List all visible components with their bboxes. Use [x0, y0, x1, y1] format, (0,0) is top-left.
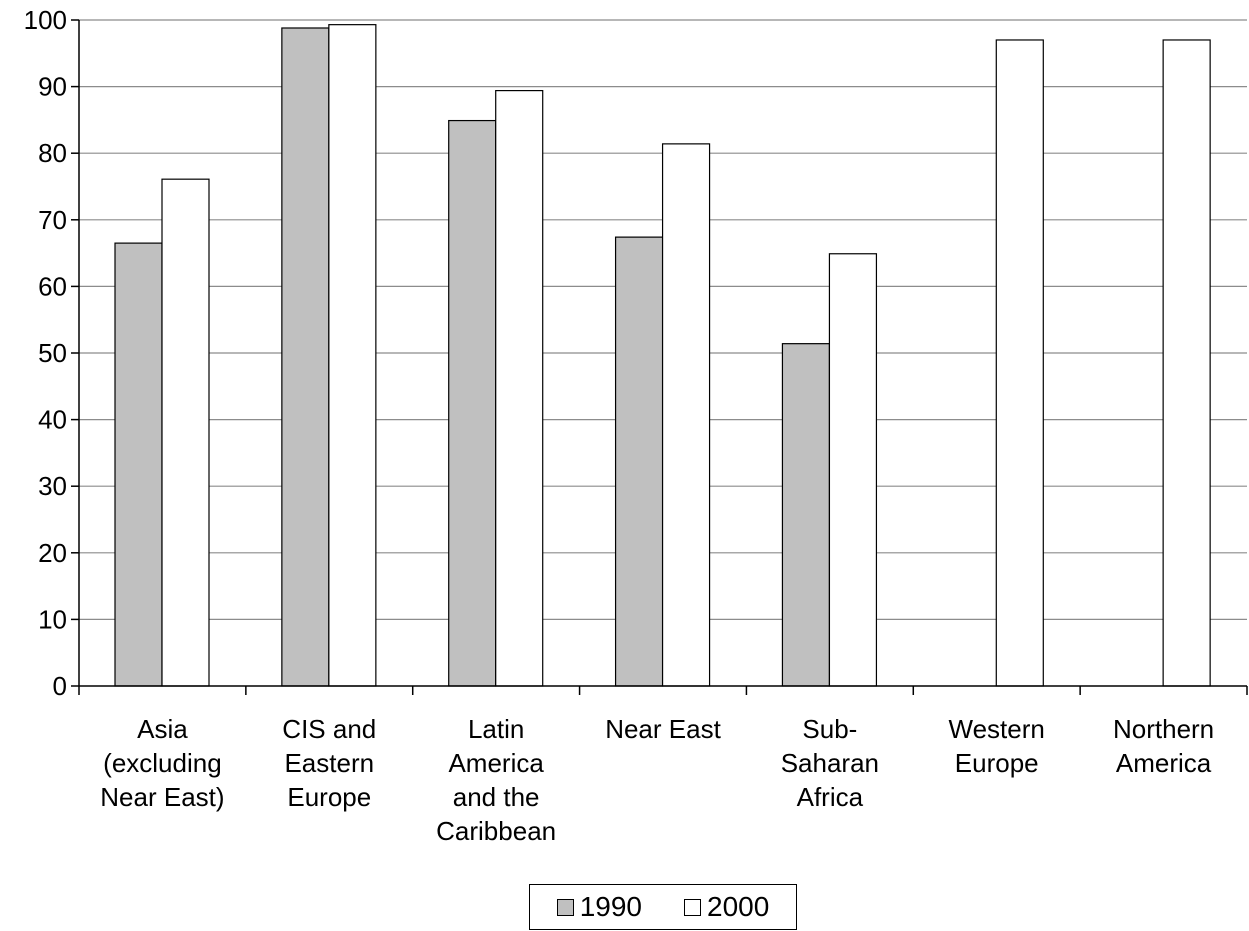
y-tick-label: 50: [38, 338, 67, 368]
legend-label-1990: 1990: [579, 891, 642, 922]
bar-2000-4: [828, 253, 878, 687]
y-tick-label: 90: [38, 72, 67, 102]
bar-2000-3: [661, 143, 711, 687]
y-tick-label: 100: [24, 5, 67, 35]
y-tick-label: 0: [53, 671, 67, 701]
x-category-label-line: Caribbean: [436, 816, 556, 846]
x-category-label-line: Near East): [100, 782, 224, 812]
x-category-label-line: and the: [453, 782, 540, 812]
x-category-label-line: Latin: [468, 714, 524, 744]
bar-1990-3: [614, 236, 664, 687]
x-category-label-line: America: [448, 748, 544, 778]
x-category-label-line: Europe: [955, 748, 1039, 778]
x-category-label-line: Asia: [137, 714, 188, 744]
legend-label-2000: 2000: [707, 891, 770, 922]
x-category-label-line: Europe: [287, 782, 371, 812]
x-category-label: CIS and Eastern Europe: [282, 714, 376, 812]
y-tick-label: 60: [38, 271, 67, 301]
x-category-label-line: Northern: [1113, 714, 1214, 744]
bar-chart: 0 10 20 30 40 50 60 70 80 90 100 Asia (excluding Near…: [24, 5, 1248, 846]
bar-2000-6: [1162, 39, 1211, 687]
y-tick-label: 80: [38, 138, 67, 168]
legend-swatch-1990: [556, 898, 574, 916]
y-tick-label: 30: [38, 471, 67, 501]
x-category-label-line: Eastern: [284, 748, 374, 778]
bar-1990-4: [781, 343, 831, 687]
bar-2000-5: [995, 39, 1044, 687]
y-tick-label: 70: [38, 205, 67, 235]
bar-1990-0: [114, 242, 163, 687]
x-category-label: Northern America: [1113, 714, 1214, 778]
x-category-label-line: Sub-: [802, 714, 857, 744]
x-category-label-line: Near East: [605, 714, 721, 744]
x-category-label: Latin America and the Caribbean: [436, 714, 556, 846]
chart-legend: 1990 2000: [529, 884, 797, 930]
bar-2000-0: [161, 178, 210, 687]
x-category-label: Near East: [605, 714, 721, 744]
y-tick-label: 10: [38, 604, 67, 634]
bar-1990-1: [281, 27, 330, 687]
bar-2000-2: [495, 89, 544, 687]
x-category-label-line: Western: [949, 714, 1045, 744]
y-tick-label: 20: [38, 538, 67, 568]
x-category-label-line: Africa: [797, 782, 864, 812]
x-category-label: Sub- Saharan Africa: [781, 714, 879, 812]
bar-1990-2: [448, 119, 497, 687]
x-category-label-line: Saharan: [781, 748, 879, 778]
x-category-label-line: (excluding: [103, 748, 222, 778]
x-category-label-line: CIS and: [282, 714, 376, 744]
legend-item-1990: 1990: [556, 891, 642, 923]
x-category-label-line: America: [1116, 748, 1212, 778]
x-category-label: Western Europe: [949, 714, 1045, 778]
x-category-label: Asia (excluding Near East): [100, 714, 224, 812]
legend-swatch-2000: [684, 898, 701, 916]
y-tick-label: 40: [38, 405, 67, 435]
bar-2000-1: [328, 24, 377, 687]
legend-item-2000: 2000: [684, 891, 769, 923]
